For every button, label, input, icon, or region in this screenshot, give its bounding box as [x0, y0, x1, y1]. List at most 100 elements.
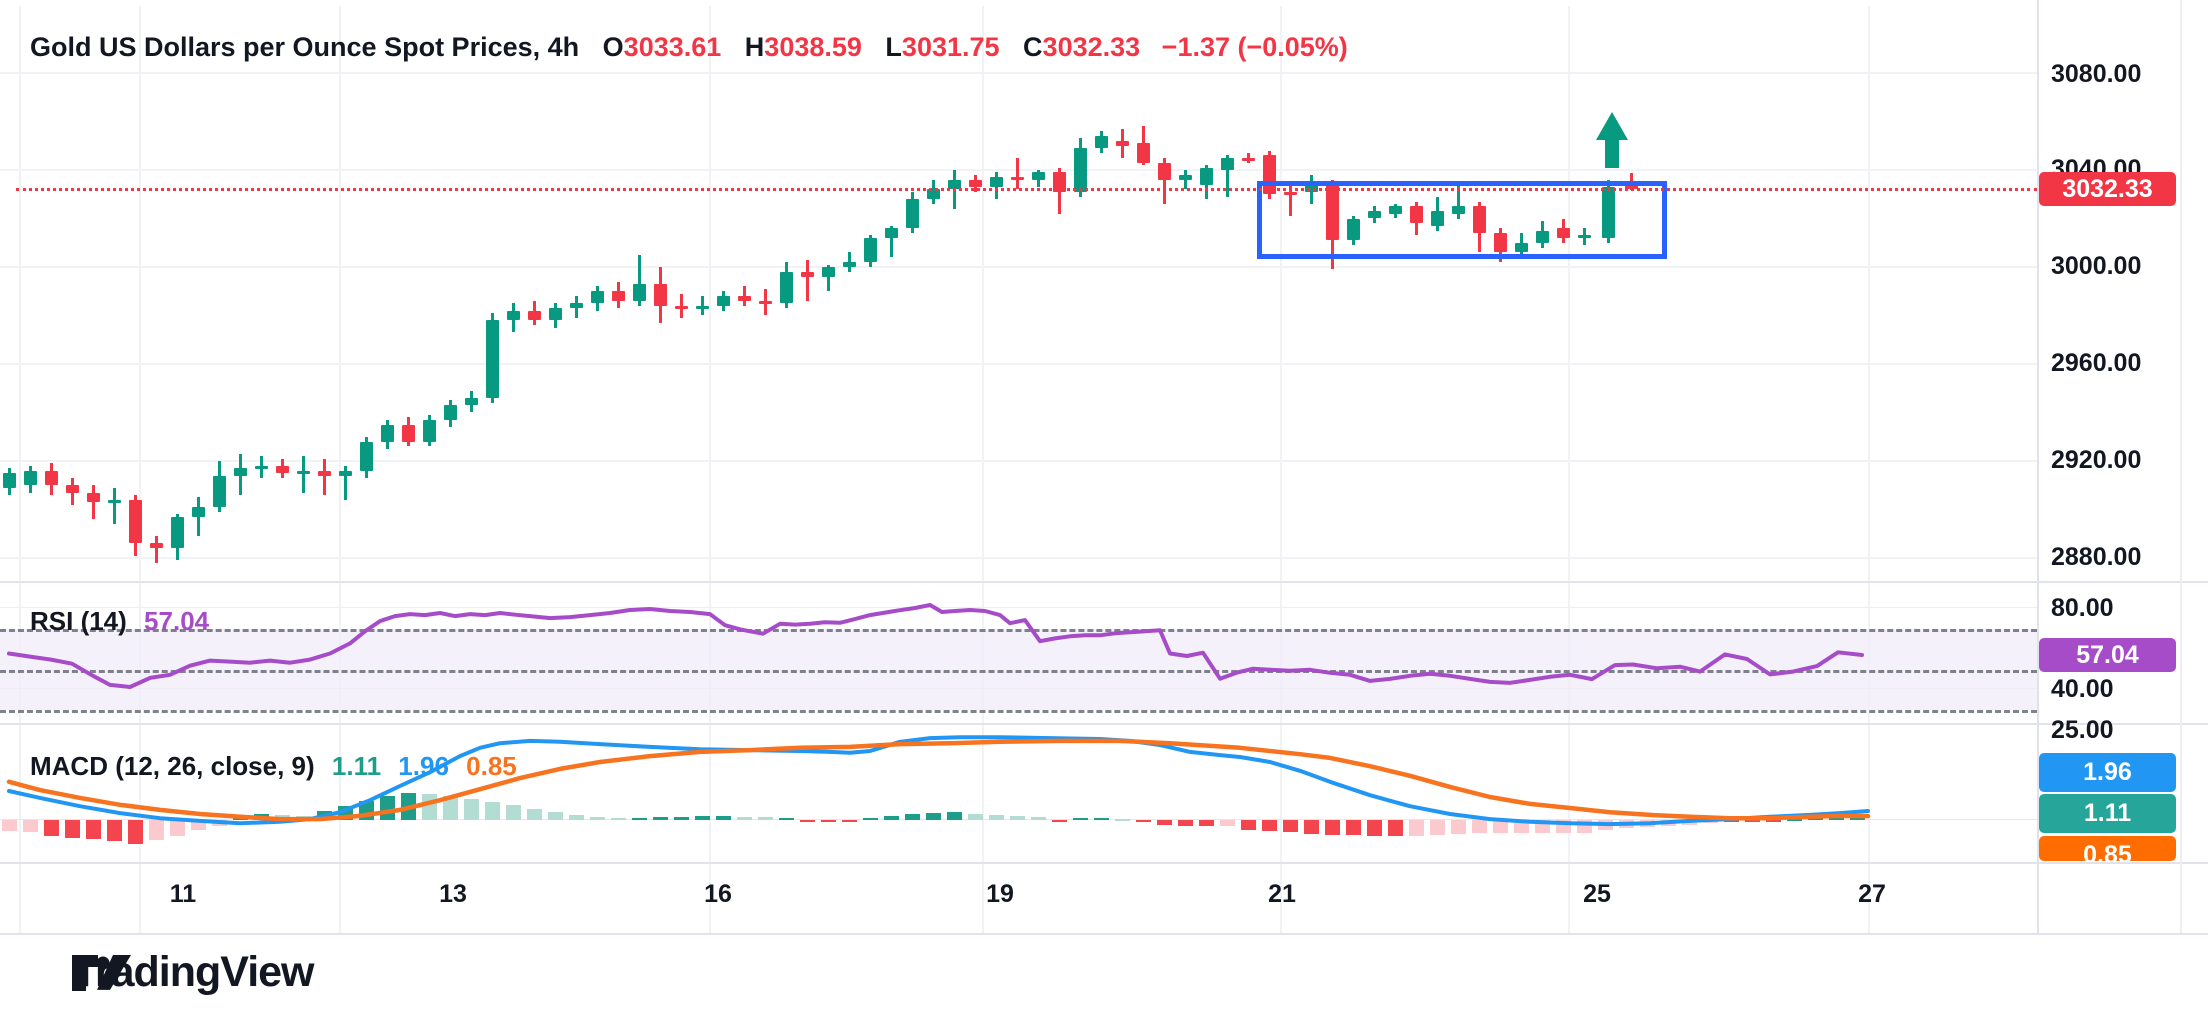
candle-wick [302, 456, 305, 493]
macd-histogram-bar [44, 820, 59, 836]
candle-up [360, 441, 373, 471]
pane-separator[interactable] [0, 862, 2208, 864]
macd-histogram-bar [506, 804, 521, 820]
indicator-lines [6, 603, 1871, 827]
macd-histogram-bar [1409, 820, 1424, 836]
macd-histogram-bar [1136, 820, 1151, 823]
candle-up [1179, 174, 1192, 180]
candle-up [717, 296, 730, 306]
horizontal-gridline [0, 72, 2037, 74]
candle-wick [1457, 182, 1460, 219]
macd-histogram-bar [191, 820, 206, 831]
horizontal-gridline [0, 266, 2037, 268]
horizontal-gridline [0, 557, 2037, 559]
candle-up [1347, 218, 1360, 241]
macd-histogram-bar [107, 820, 122, 842]
time-axis-label: 25 [1583, 880, 1611, 908]
candle-down [1158, 162, 1171, 180]
macd-histogram-bar [842, 820, 857, 823]
candle-down [1011, 177, 1024, 181]
candle-up [906, 199, 919, 229]
macd-histogram-bar [1829, 816, 1844, 820]
tradingview-logo[interactable]: TradingView [72, 948, 314, 997]
candle-down [1326, 184, 1339, 241]
macd-histogram-bar [590, 816, 605, 820]
horizontal-gridline [0, 363, 2037, 365]
candle-down [738, 296, 751, 301]
macd-histogram-bar [1052, 820, 1067, 822]
rsi-level-line [0, 629, 2037, 633]
candle-wick [155, 536, 158, 563]
candle-down [675, 305, 688, 309]
candle-up [990, 177, 1003, 187]
macd-histogram-bar [1094, 817, 1109, 820]
candle-wick [890, 225, 893, 258]
candle-wick [113, 487, 116, 525]
candle-down [1137, 143, 1150, 163]
close-value: 3032.33 [1042, 32, 1141, 62]
price-axis-label: 3000.00 [2051, 252, 2142, 280]
macd-line-value: 1.96 [398, 751, 449, 781]
macd-histogram-bar [653, 817, 668, 820]
macd-signal-value: 0.85 [466, 751, 517, 781]
low-label: L [885, 32, 902, 62]
macd-histogram-bar [695, 816, 710, 820]
macd-legend[interactable]: MACD (12, 26, close, 9) 1.11 1.96 0.85 [30, 751, 527, 782]
macd-histogram-bar [863, 817, 878, 820]
macd-signal-badge: 0.85 [2039, 836, 2176, 861]
macd-histogram-bar [1220, 820, 1235, 826]
macd-histogram-bar [989, 815, 1004, 820]
chart-right-edge [2180, 0, 2182, 933]
candle-down [1557, 228, 1570, 238]
candle-up [1032, 172, 1045, 180]
candle-down [969, 179, 982, 187]
consolidation-box-annotation [1257, 181, 1667, 259]
macd-histogram-bar [905, 814, 920, 820]
macd-histogram-bar [233, 816, 248, 820]
macd-histogram-bar [1472, 820, 1487, 834]
candle-up [549, 308, 562, 321]
candle-wick [1016, 157, 1019, 190]
macd-histogram-bar [1640, 820, 1655, 827]
price-axis-label: 2960.00 [2051, 349, 2142, 377]
low-value: 3031.75 [901, 32, 1000, 62]
candle-down [1284, 191, 1297, 195]
macd-histogram-bar [2, 820, 17, 832]
pane-separator[interactable] [0, 581, 2208, 583]
candle-down [1410, 206, 1423, 224]
macd-histogram-bar [1682, 820, 1697, 825]
rsi-axis-label: 80.00 [2051, 594, 2114, 622]
candle-down [654, 283, 667, 306]
symbol-title: Gold US Dollars per Ounce Spot Prices, 4… [30, 32, 580, 62]
rsi-level-line [0, 669, 2037, 673]
candle-up [591, 291, 604, 304]
macd-histogram-bar [800, 820, 815, 822]
candle-down [612, 291, 625, 301]
candle-up [1074, 148, 1087, 192]
time-axis-label: 19 [986, 880, 1014, 908]
candle-wick [323, 458, 326, 495]
last-price-badge: 3032.33 [2039, 172, 2176, 206]
candle-down [66, 485, 79, 493]
candle-wick [806, 259, 809, 301]
rsi-legend[interactable]: RSI (14) 57.04 [30, 606, 219, 637]
macd-histogram-bar [1598, 820, 1613, 831]
vertical-gridline [1280, 6, 1282, 933]
time-axis-label: 16 [704, 880, 732, 908]
change-value: −1.37 (−0.05%) [1161, 32, 1348, 62]
vertical-gridline [982, 6, 984, 933]
macd-histogram-bar [23, 820, 38, 833]
vertical-gridline [1568, 6, 1570, 933]
macd-histogram-bar [1178, 820, 1193, 826]
candle-up [1578, 235, 1591, 239]
vertical-gridline [339, 6, 341, 933]
pane-separator[interactable] [0, 723, 2208, 725]
symbol-legend[interactable]: Gold US Dollars per Ounce Spot Prices, 4… [30, 32, 1348, 63]
macd-histogram-bar [1661, 820, 1676, 826]
price-axis-border [2037, 0, 2039, 933]
time-axis-label: 11 [169, 880, 197, 908]
candle-down [1625, 185, 1638, 189]
candle-up [3, 473, 16, 488]
